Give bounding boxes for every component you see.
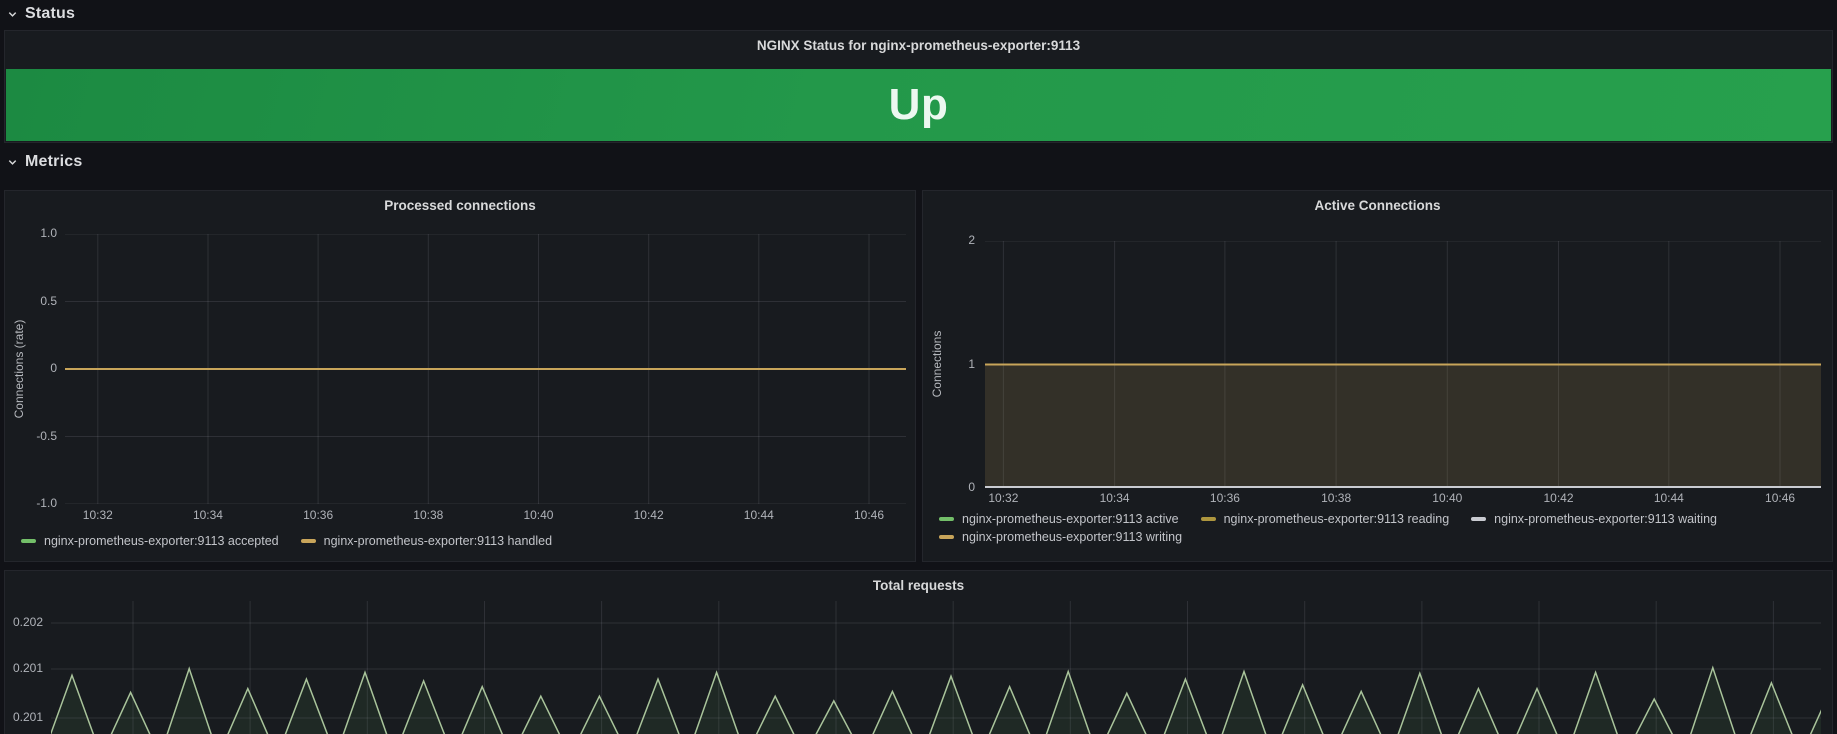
series-color-swatch: [21, 539, 36, 543]
chevron-down-icon: [7, 9, 18, 20]
y-tick-label: 1: [968, 356, 975, 371]
status-value: Up: [888, 80, 949, 129]
x-tick-label: 10:38: [1321, 491, 1352, 505]
section-title: Status: [25, 5, 76, 22]
plot-area: [985, 240, 1821, 489]
stat-background: Up: [6, 69, 1831, 141]
plot-area: [65, 233, 906, 505]
y-tick-label: -0.5: [36, 428, 57, 443]
legend-label: nginx-prometheus-exporter:9113 accepted: [44, 534, 279, 548]
y-tick-label: 0: [50, 361, 57, 375]
legend: nginx-prometheus-exporter:9113 active ng…: [939, 512, 1717, 544]
panel-title[interactable]: Active Connections: [1314, 198, 1441, 213]
series-color-swatch: [1200, 517, 1216, 521]
x-tick-label: 10:36: [303, 508, 334, 522]
panel-title[interactable]: Total requests: [872, 578, 965, 593]
x-tick-label: 10:32: [988, 491, 1019, 505]
legend-item-active[interactable]: nginx-prometheus-exporter:9113 active: [939, 512, 1179, 526]
y-tick-label: -1.0: [36, 496, 57, 510]
legend-item-waiting[interactable]: nginx-prometheus-exporter:9113 waiting: [1471, 512, 1717, 526]
legend-label: nginx-prometheus-exporter:9113 writing: [962, 530, 1183, 544]
y-tick-label: 0.201: [13, 710, 44, 724]
y-tick-label: 0.201: [13, 661, 44, 675]
section-header-metrics[interactable]: Metrics: [7, 151, 82, 173]
x-tick-label: 10:40: [1432, 491, 1463, 505]
y-tick-label: 0.5: [40, 293, 57, 308]
y-tick-label: 0: [968, 480, 975, 494]
section-title: Metrics: [25, 153, 83, 170]
legend-label: nginx-prometheus-exporter:9113 reading: [1223, 512, 1450, 526]
legend-label: nginx-prometheus-exporter:9113 handled: [323, 534, 553, 548]
section-header-status[interactable]: Status: [7, 3, 75, 25]
x-tick-label: 10:44: [743, 508, 774, 522]
y-tick-label: 0.202: [13, 615, 44, 629]
panel-processed-connections: Processed connections Connections (rate)…: [4, 190, 916, 562]
x-tick-label: 10:36: [1209, 491, 1240, 505]
x-tick-label: 10:38: [413, 508, 444, 522]
x-tick-label: 10:32: [82, 508, 113, 522]
legend-label: nginx-prometheus-exporter:9113 active: [962, 512, 1179, 526]
x-tick-label: 10:40: [523, 508, 554, 522]
x-tick-label: 10:42: [1543, 491, 1574, 505]
y-tick-label: 1.0: [40, 226, 57, 240]
legend-item-handled[interactable]: nginx-prometheus-exporter:9113 handled: [300, 534, 553, 548]
chevron-down-icon: [7, 157, 18, 168]
x-tick-label: 10:34: [192, 508, 223, 522]
panel-active-connections: Active Connections Connections nginx-pro…: [922, 190, 1833, 562]
panel-title[interactable]: NGINX Status for nginx-prometheus-export…: [756, 38, 1081, 53]
panel-nginx-status: NGINX Status for nginx-prometheus-export…: [4, 30, 1833, 143]
x-tick-label: 10:42: [633, 508, 664, 522]
series-color-swatch: [1471, 517, 1487, 521]
x-tick-label: 10:46: [1765, 491, 1796, 505]
series-color-swatch: [939, 535, 954, 539]
x-tick-label: 10:46: [853, 508, 884, 522]
legend-label: nginx-prometheus-exporter:9113 waiting: [1494, 512, 1717, 526]
series-color-swatch: [939, 517, 954, 521]
x-tick-label: 10:34: [1099, 491, 1130, 505]
legend-item-accepted[interactable]: nginx-prometheus-exporter:9113 accepted: [21, 534, 279, 548]
panel-total-requests: Total requests 0.202 0.201 0.201: [4, 570, 1833, 734]
legend-item-reading[interactable]: nginx-prometheus-exporter:9113 reading: [1200, 512, 1450, 526]
series-color-swatch: [300, 539, 316, 543]
plot-area: [49, 601, 1832, 734]
x-tick-label: 10:44: [1653, 491, 1684, 505]
y-tick-label: 2: [968, 233, 975, 247]
panel-title[interactable]: Processed connections: [384, 198, 536, 213]
legend-item-writing[interactable]: nginx-prometheus-exporter:9113 writing: [939, 530, 1182, 544]
legend: nginx-prometheus-exporter:9113 accepted …: [21, 534, 552, 548]
